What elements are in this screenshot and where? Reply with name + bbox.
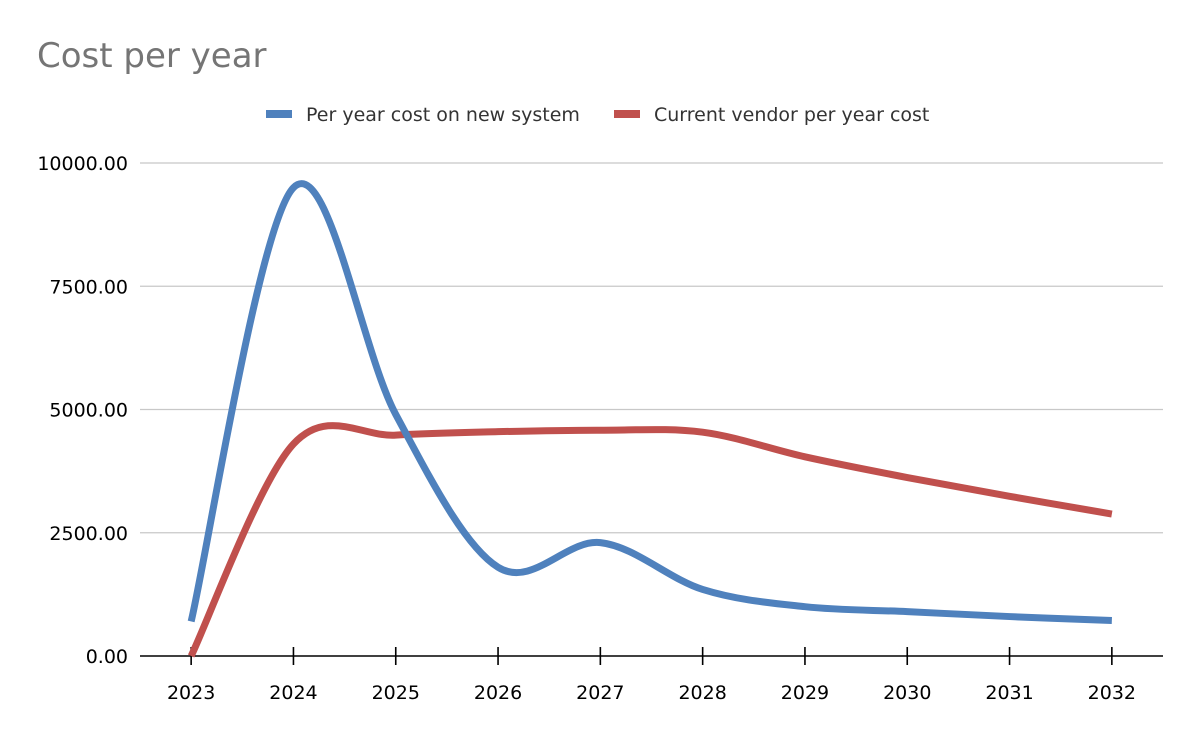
chart-title: Cost per year: [37, 36, 267, 76]
x-tick-label: 2025: [372, 682, 420, 704]
x-tick-label: 2030: [883, 682, 931, 704]
x-tick-label: 2026: [474, 682, 522, 704]
y-tick-label: 2500.00: [49, 523, 128, 545]
x-tick-label: 2029: [781, 682, 829, 704]
legend-label: Current vendor per year cost: [654, 104, 929, 126]
x-tick-label: 2031: [985, 682, 1033, 704]
series-lines: [187, 180, 1113, 658]
y-tick-label: 7500.00: [49, 276, 128, 298]
series-line-new-system: [187, 180, 1112, 625]
x-tick-label: 2032: [1088, 682, 1136, 704]
legend-label: Per year cost on new system: [306, 104, 580, 126]
x-tick-label: 2023: [167, 682, 215, 704]
x-tick-label: 2024: [269, 682, 317, 704]
x-tick-label: 2028: [678, 682, 726, 704]
legend: Per year cost on new system Current vendo…: [266, 104, 929, 126]
y-tick-label: 0.00: [86, 646, 128, 668]
axes: 0.00 2500.00 5000.00 7500.00 10000.00 2023 202…: [37, 153, 1163, 704]
x-tick-label: 2027: [576, 682, 624, 704]
gridlines: [140, 162, 1163, 534]
y-tick-label: 10000.00: [37, 153, 128, 175]
series-line-current-vendor: [187, 422, 1113, 658]
y-tick-label: 5000.00: [49, 400, 128, 422]
